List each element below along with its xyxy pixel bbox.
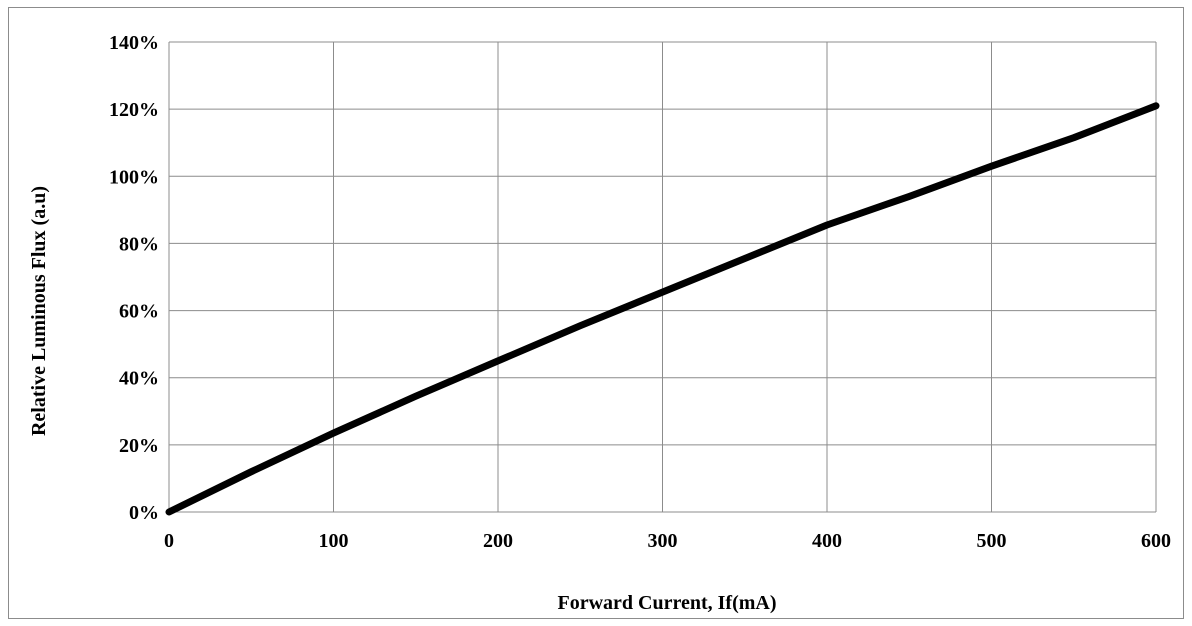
x-tick-label: 0 <box>164 530 174 552</box>
x-tick-label: 200 <box>483 530 513 552</box>
x-tick-label: 300 <box>648 530 678 552</box>
y-tick-label: 120% <box>109 99 159 121</box>
x-tick-label: 400 <box>812 530 842 552</box>
series-lines <box>165 102 1160 516</box>
y-tick-label: 0% <box>129 502 159 524</box>
y-tick-label: 20% <box>119 435 159 457</box>
y-tick-labels: 0% 20% 40% 60% 80% 100% 120% 140% <box>109 32 159 524</box>
y-tick-label: 60% <box>119 301 159 323</box>
y-tick-label: 100% <box>109 166 159 188</box>
x-tick-label: 600 <box>1141 530 1171 552</box>
y-tick-label: 140% <box>109 32 159 54</box>
y-axis-title: Relative Luminous Flux (a.u) <box>28 186 50 436</box>
x-tick-label: 100 <box>319 530 349 552</box>
y-tick-label: 40% <box>119 368 159 390</box>
series-line <box>165 102 1160 516</box>
axes <box>168 42 1156 513</box>
x-axis-title: Forward Current, If(mA) <box>557 592 776 614</box>
x-tick-labels: 0 100 200 300 400 500 600 <box>164 530 1171 552</box>
x-tick-label: 500 <box>977 530 1007 552</box>
y-tick-label: 80% <box>119 233 159 255</box>
